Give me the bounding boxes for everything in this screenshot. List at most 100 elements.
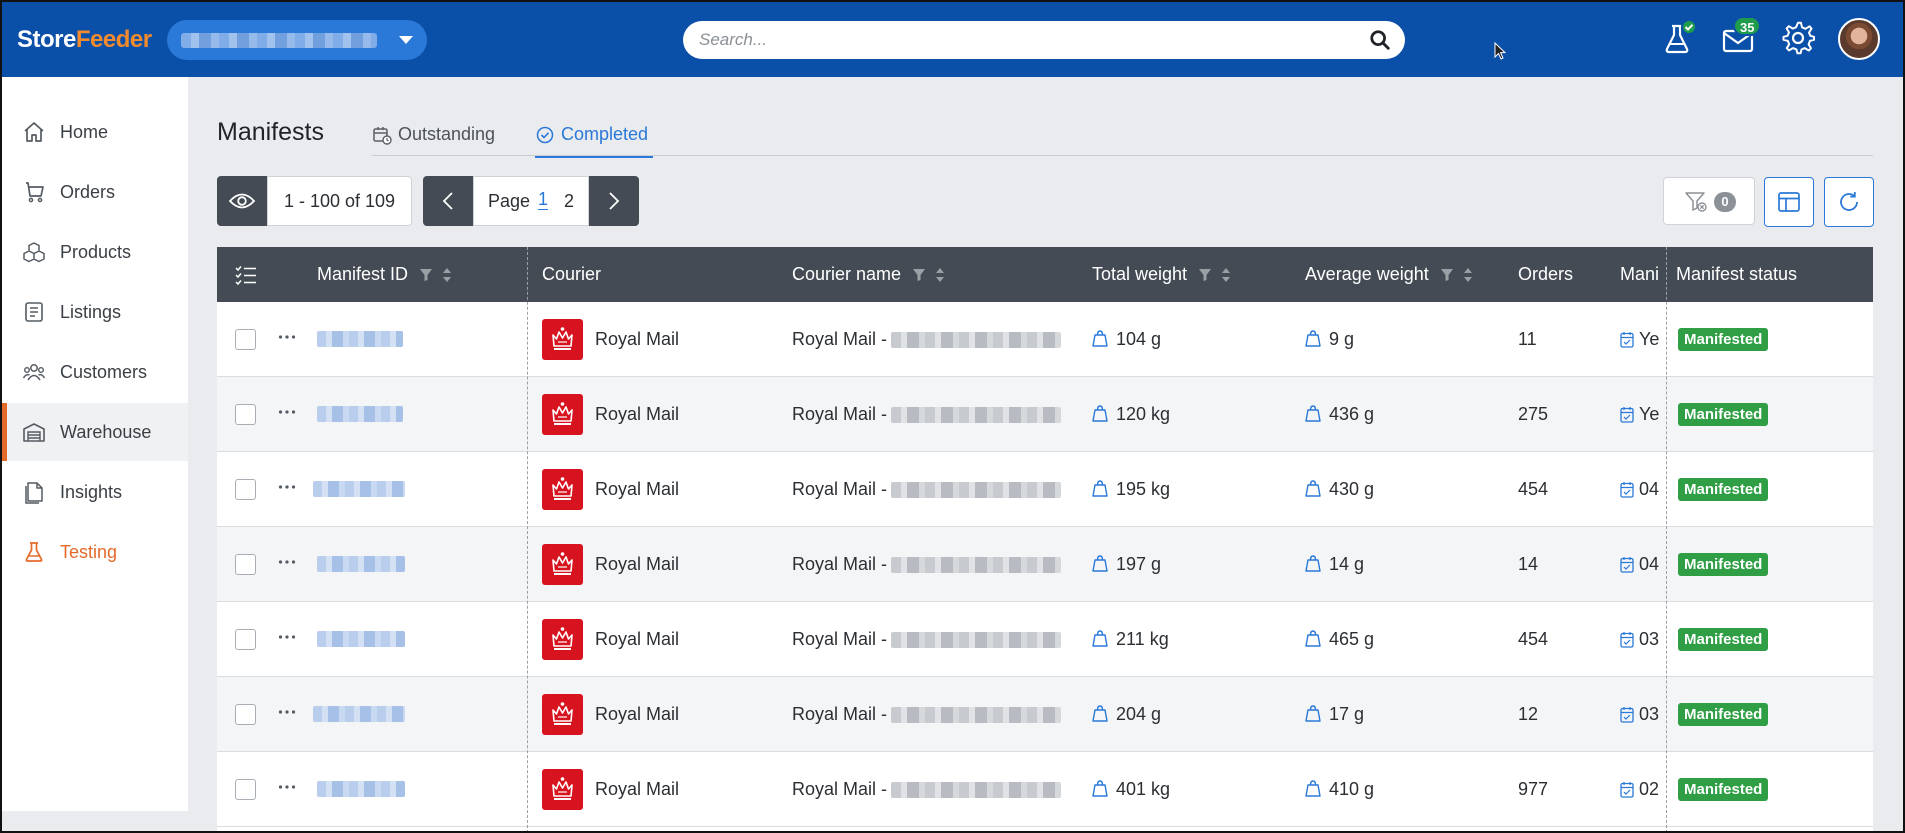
courier-cell: Royal Mail	[595, 629, 680, 649]
page-link-1[interactable]: 1	[538, 189, 549, 210]
page-selector: Page 1 2	[473, 176, 589, 226]
average-weight-value: 14 g	[1329, 554, 1365, 574]
column-header-courier[interactable]: Courier	[542, 247, 601, 302]
column-header-manifest-id[interactable]: Manifest ID	[317, 247, 452, 302]
total-weight-value: 211 kg	[1116, 629, 1169, 649]
column-layout-button[interactable]	[1764, 177, 1814, 227]
sort-icon[interactable]	[1221, 267, 1231, 283]
sidebar-item-testing[interactable]: Testing	[2, 523, 188, 581]
royal-mail-crown-icon	[552, 627, 573, 650]
sidebar-item-listings[interactable]: Listings	[2, 283, 188, 341]
sort-icon[interactable]	[935, 267, 945, 283]
row-checkbox[interactable]	[235, 779, 256, 800]
manifest-id-link-redacted[interactable]	[317, 331, 403, 347]
average-weight-value: 436 g	[1329, 404, 1375, 424]
row-checkbox[interactable]	[235, 629, 256, 650]
manifested-date-value: Ye	[1639, 329, 1660, 349]
sidebar-item-customers[interactable]: Customers	[2, 343, 188, 401]
row-checkbox[interactable]	[235, 554, 256, 575]
total-weight-cell: 120 kg	[1092, 377, 1170, 452]
avatar[interactable]	[1838, 18, 1880, 60]
sidebar-item-home[interactable]: Home	[2, 103, 188, 161]
average-weight-cell: 410 g	[1305, 752, 1374, 827]
courier-logo	[542, 319, 583, 360]
filter-icon[interactable]	[1198, 268, 1212, 282]
filter-icon[interactable]	[1440, 268, 1454, 282]
filter-icon[interactable]	[912, 268, 926, 282]
more-actions-icon[interactable]	[277, 627, 297, 647]
previous-page-button[interactable]	[423, 176, 473, 226]
manifest-id-link-redacted[interactable]	[313, 481, 405, 497]
table-row[interactable]: Royal Mail Royal Mail - 195 kg 430 g 454 04 Ma…	[217, 452, 1873, 527]
table-row[interactable]: Royal Mail Royal Mail - 204 g 17 g 12 03 Manif…	[217, 677, 1873, 752]
refresh-button[interactable]	[1824, 177, 1874, 227]
status-badge: Manifested	[1678, 328, 1769, 351]
filter-icon[interactable]	[419, 268, 433, 282]
tab-completed[interactable]: Completed	[535, 124, 653, 158]
filters-button[interactable]: 0	[1663, 177, 1755, 225]
manifest-id-link-redacted[interactable]	[313, 706, 405, 722]
table-row[interactable]: Royal Mail Royal Mail - 211 kg 465 g 454 03 Ma…	[217, 602, 1873, 677]
tab-outstanding[interactable]: Outstanding	[372, 124, 502, 158]
courier-logo	[542, 694, 583, 735]
row-checkbox[interactable]	[235, 404, 256, 425]
sort-icon[interactable]	[1463, 267, 1473, 283]
manifest-id-link-redacted[interactable]	[317, 406, 403, 422]
search-input[interactable]	[683, 21, 1405, 59]
beaker-check-icon[interactable]	[1660, 20, 1696, 56]
sidebar-item-orders[interactable]: Orders	[2, 163, 188, 221]
manifest-id-link-redacted[interactable]	[317, 781, 405, 797]
orders-cell: 14	[1518, 554, 1539, 574]
more-actions-icon[interactable]	[277, 777, 297, 797]
page-link-2[interactable]: 2	[564, 191, 575, 211]
row-checkbox[interactable]	[235, 329, 256, 350]
more-actions-icon[interactable]	[277, 702, 297, 722]
table-row[interactable]: Royal Mail Royal Mail - 197 g 14 g 14 04 Manif…	[217, 527, 1873, 602]
table-row[interactable]: Royal Mail Royal Mail - 120 kg 436 g 275 Ye Ma…	[217, 377, 1873, 452]
table-header: Manifest ID Courier Courier name Total w…	[217, 247, 1873, 302]
frozen-column-divider	[1666, 247, 1667, 833]
storefeeder-logo[interactable]: StoreFeeder	[17, 26, 152, 54]
sidebar-item-insights[interactable]: Insights	[2, 463, 188, 521]
sort-icon[interactable]	[442, 267, 452, 283]
more-actions-icon[interactable]	[277, 477, 297, 497]
tab-label: Completed	[561, 124, 649, 144]
view-options-button[interactable]	[217, 176, 267, 226]
status-badge: Manifested	[1678, 703, 1769, 726]
row-checkbox[interactable]	[235, 704, 256, 725]
total-weight-value: 204 g	[1116, 704, 1162, 724]
more-actions-icon[interactable]	[277, 402, 297, 422]
manifest-id-link-redacted[interactable]	[317, 631, 405, 647]
column-header-manifest-status[interactable]: Manifest status	[1676, 247, 1797, 302]
record-range: 1 - 100 of 109	[267, 176, 412, 226]
table-row[interactable]: Royal Mail Royal Mail - 401 kg 410 g 977 02 Ma…	[217, 752, 1873, 827]
table-row[interactable]: Royal Mail Royal Mail - 104 g 9 g 11 Ye Manife…	[217, 302, 1873, 377]
store-selector[interactable]	[167, 20, 427, 60]
sidebar-item-products[interactable]: Products	[2, 223, 188, 281]
manifest-id-link-redacted[interactable]	[317, 556, 405, 572]
column-header-manifested-date[interactable]: Mani	[1620, 247, 1666, 302]
page-label: Page	[488, 191, 531, 211]
column-header-total-weight[interactable]: Total weight	[1092, 247, 1231, 302]
chevron-left-icon	[442, 192, 453, 210]
sidebar-item-warehouse[interactable]: Warehouse	[2, 403, 188, 461]
orders-icon	[26, 182, 44, 203]
courier-cell: Royal Mail	[595, 479, 680, 499]
manifested-date-value: 03	[1639, 629, 1660, 649]
frozen-column-divider	[527, 247, 528, 833]
column-header-label: Orders	[1518, 264, 1574, 284]
select-all-icon[interactable]	[235, 265, 257, 285]
column-header-orders[interactable]: Orders	[1518, 247, 1573, 302]
gear-icon[interactable]	[1780, 20, 1816, 56]
column-header-average-weight[interactable]: Average weight	[1305, 247, 1473, 302]
column-header-courier-name[interactable]: Courier name	[792, 247, 945, 302]
royal-mail-crown-icon	[552, 777, 573, 800]
next-page-button[interactable]	[589, 176, 639, 226]
sidebar-item-label: Insights	[60, 481, 123, 502]
courier-name-cell: Royal Mail -	[792, 752, 1062, 827]
more-actions-icon[interactable]	[277, 552, 297, 572]
more-actions-icon[interactable]	[277, 327, 297, 347]
row-checkbox[interactable]	[235, 479, 256, 500]
weight-icon	[1305, 555, 1321, 572]
search-icon[interactable]	[1369, 29, 1391, 51]
